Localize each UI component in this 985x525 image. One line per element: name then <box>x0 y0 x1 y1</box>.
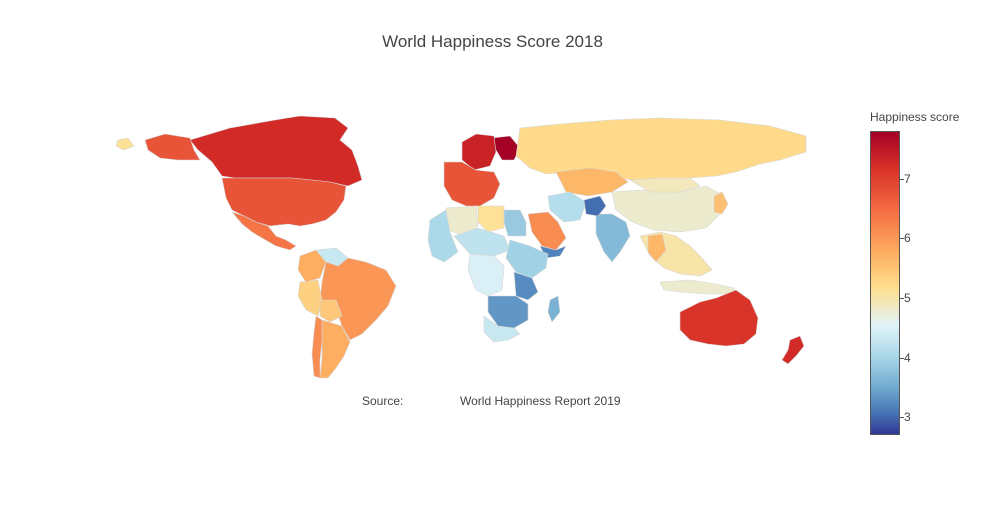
region-chile[interactable] <box>311 315 323 379</box>
colorbar-tickmark <box>900 238 904 240</box>
region-east-africa[interactable] <box>505 239 549 279</box>
colorbar-tick-label: 3 <box>904 410 911 425</box>
chart-title: World Happiness Score 2018 <box>382 32 603 51</box>
region-japan[interactable] <box>713 191 729 215</box>
region-new-zealand[interactable] <box>781 335 805 365</box>
region-mongolia[interactable] <box>629 177 701 193</box>
region-madagascar[interactable] <box>547 295 561 323</box>
region-peru[interactable] <box>297 279 323 317</box>
region-afghanistan[interactable] <box>583 195 607 217</box>
region-china[interactable] <box>611 185 725 233</box>
region-iran[interactable] <box>547 191 587 223</box>
region-thailand[interactable] <box>647 233 667 263</box>
region-mexico[interactable] <box>231 211 297 251</box>
colorbar-tick-label: 5 <box>904 290 911 305</box>
region-united-states[interactable] <box>221 177 347 227</box>
colorbar-title: Happiness score <box>870 110 960 124</box>
region-russia[interactable] <box>515 117 807 181</box>
region-saudi-arabia[interactable] <box>527 211 567 251</box>
colorbar-tick-label: 6 <box>904 231 911 246</box>
region-egypt[interactable] <box>503 209 527 237</box>
region-south-africa[interactable] <box>483 315 521 343</box>
region-southern-africa[interactable] <box>487 295 529 329</box>
region-canada[interactable] <box>189 115 363 187</box>
region-australia[interactable] <box>679 289 759 347</box>
source-text: World Happiness Report 2019 <box>460 394 621 408</box>
region-venezuela[interactable] <box>315 247 349 267</box>
region-argentina[interactable] <box>319 319 351 379</box>
region-western-europe[interactable] <box>443 161 501 207</box>
region-tanzania[interactable] <box>513 271 539 301</box>
region-norway-sweden[interactable] <box>461 133 497 171</box>
colorbar-tickmark <box>900 417 904 419</box>
colorbar-tickmark <box>900 178 904 180</box>
colorbar-tick-label: 4 <box>904 350 911 365</box>
region-central-africa[interactable] <box>467 253 505 297</box>
region-indonesia[interactable] <box>659 279 735 295</box>
colorbar-tick-label: 7 <box>904 171 911 186</box>
region-libya[interactable] <box>477 205 505 233</box>
region-alaska[interactable] <box>144 133 201 161</box>
region-finland[interactable] <box>491 135 521 161</box>
region-india[interactable] <box>595 213 631 263</box>
region-greenland[interactable] <box>115 137 135 151</box>
region-west-africa[interactable] <box>427 209 459 263</box>
source-label: Source: <box>362 394 404 408</box>
colorbar <box>870 131 900 435</box>
colorbar-tickmark <box>900 357 904 359</box>
region-bolivia[interactable] <box>319 299 343 323</box>
colorbar-tickmark <box>900 297 904 299</box>
